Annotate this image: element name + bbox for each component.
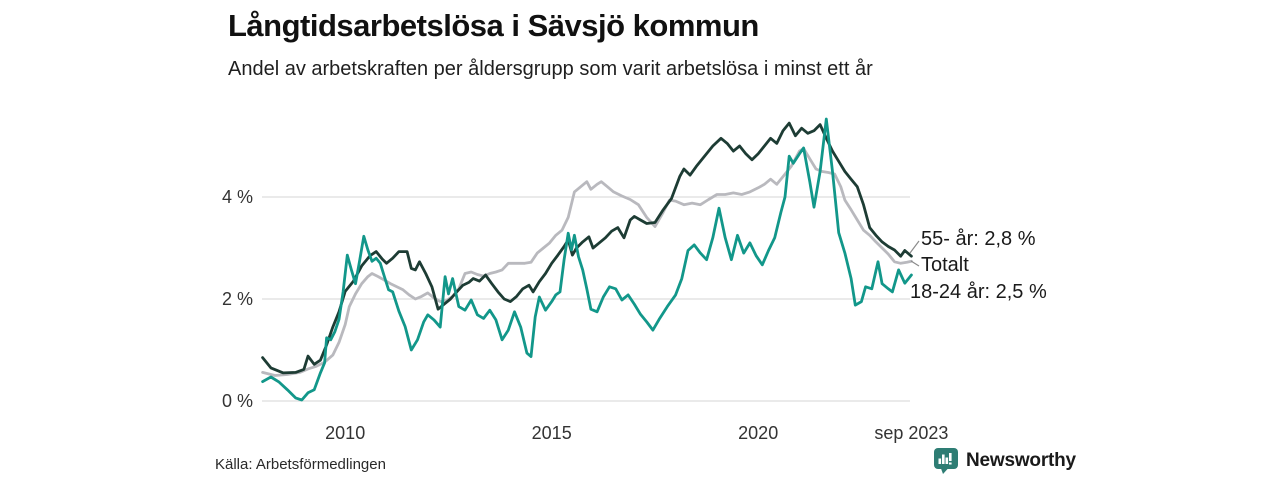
newsworthy-wordmark: Newsworthy	[966, 450, 1076, 471]
x-tick-2020: 2020	[738, 423, 779, 443]
label-connectors	[909, 240, 920, 267]
series-line-55--år	[261, 121, 913, 375]
page-title: Långtidsarbetslösa i Sävsjö kommun	[228, 8, 759, 43]
connector-totalt-line	[910, 260, 920, 267]
series-label-55-plus: 55- år: 2,8 %	[921, 228, 1036, 250]
series-line-18-24-år	[261, 117, 913, 402]
newsworthy-brand: Newsworthy	[933, 447, 1076, 475]
x-tick-2010: 2010	[325, 423, 366, 443]
source-attribution: Källa: Arbetsförmedlingen	[215, 456, 386, 473]
connector-55-line	[909, 240, 920, 254]
x-tick-sep-2023: sep 2023	[874, 423, 949, 443]
bar-chart-speech-bubble-icon	[934, 448, 958, 474]
series-label-totalt: Totalt	[921, 254, 969, 276]
series-label-18-24: 18-24 år: 2,5 %	[910, 281, 1047, 303]
page-subtitle: Andel av arbetskraften per åldersgrupp s…	[228, 58, 873, 80]
y-tick-4: 4 %	[221, 187, 253, 207]
y-tick-2: 2 %	[221, 289, 253, 309]
gridlines	[262, 196, 910, 402]
y-tick-0: 0 %	[221, 391, 253, 411]
series-lines	[261, 117, 913, 402]
x-tick-2015: 2015	[531, 423, 572, 443]
